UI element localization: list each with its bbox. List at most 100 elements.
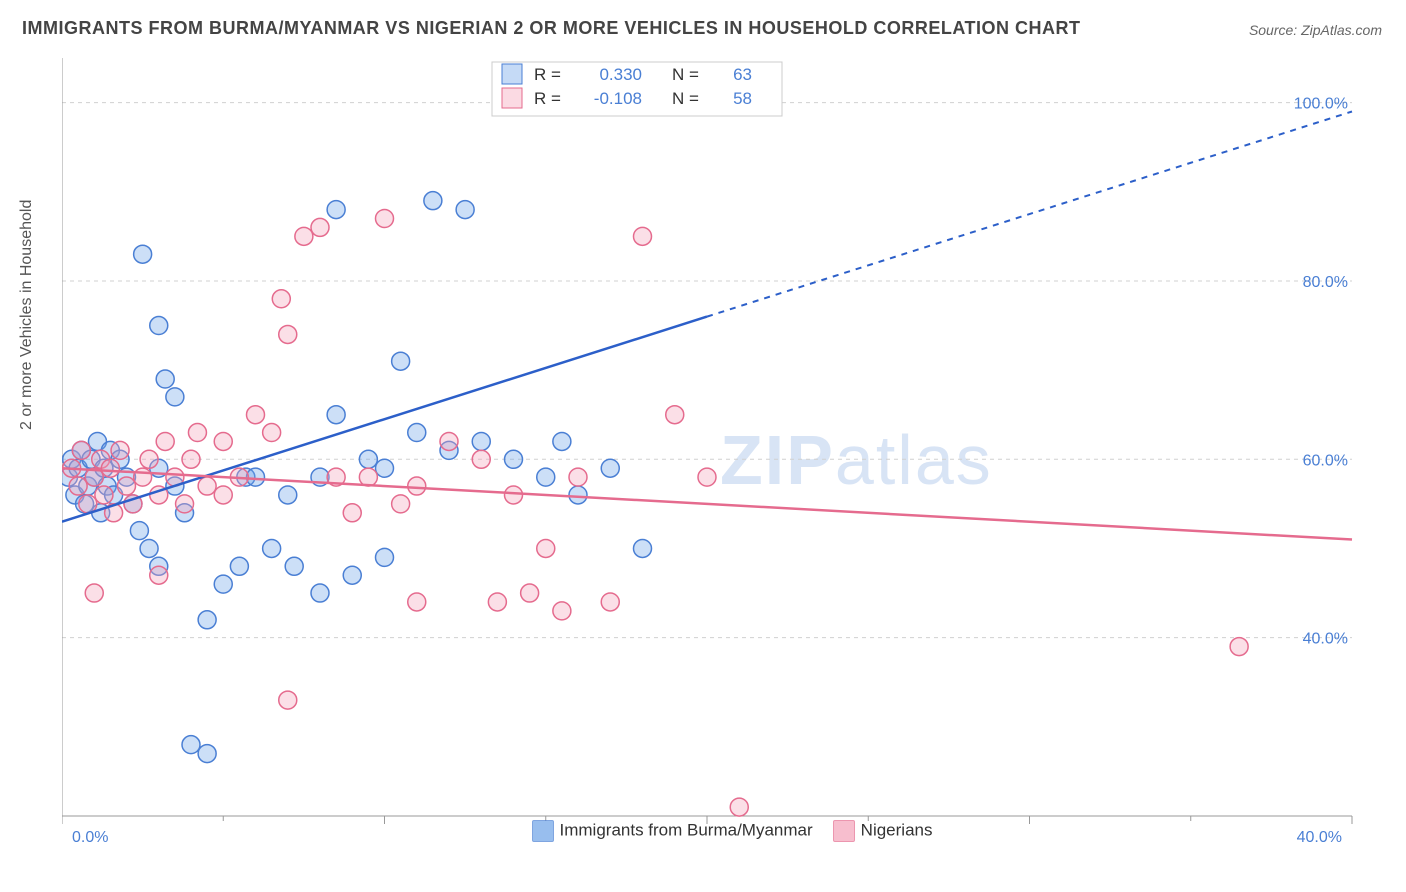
legend-n-label: N = bbox=[672, 89, 699, 108]
data-point bbox=[272, 290, 290, 308]
data-point bbox=[521, 584, 539, 602]
legend-swatch bbox=[833, 820, 855, 842]
data-point bbox=[1230, 638, 1248, 656]
data-point bbox=[118, 477, 136, 495]
data-point bbox=[263, 539, 281, 557]
data-point bbox=[134, 468, 152, 486]
chart-container: IMMIGRANTS FROM BURMA/MYANMAR VS NIGERIA… bbox=[0, 0, 1406, 892]
source-attribution: Source: ZipAtlas.com bbox=[1249, 22, 1382, 38]
data-point bbox=[69, 477, 87, 495]
data-point bbox=[440, 432, 458, 450]
legend-n-value: 58 bbox=[733, 89, 752, 108]
data-point bbox=[182, 736, 200, 754]
data-point bbox=[79, 495, 97, 513]
y-tick-label: 40.0% bbox=[1303, 631, 1348, 648]
data-point bbox=[359, 468, 377, 486]
data-point bbox=[472, 450, 490, 468]
data-point bbox=[343, 504, 361, 522]
y-tick-label: 100.0% bbox=[1294, 96, 1348, 113]
data-point bbox=[601, 459, 619, 477]
legend-series-label: Immigrants from Burma/Myanmar bbox=[560, 820, 813, 839]
data-point bbox=[156, 432, 174, 450]
data-point bbox=[188, 424, 206, 442]
data-point bbox=[327, 201, 345, 219]
data-point bbox=[327, 406, 345, 424]
data-point bbox=[85, 584, 103, 602]
trend-line-extrapolated bbox=[707, 112, 1352, 317]
data-point bbox=[247, 406, 265, 424]
data-point bbox=[376, 459, 394, 477]
data-point bbox=[279, 691, 297, 709]
y-axis-label: 2 or more Vehicles in Household bbox=[18, 200, 36, 430]
data-point bbox=[176, 495, 194, 513]
data-point bbox=[472, 432, 490, 450]
data-point bbox=[569, 486, 587, 504]
data-point bbox=[182, 450, 200, 468]
data-point bbox=[130, 522, 148, 540]
data-point bbox=[140, 539, 158, 557]
legend-r-label: R = bbox=[534, 65, 561, 84]
data-point bbox=[537, 539, 555, 557]
legend-swatch bbox=[502, 88, 522, 108]
data-point bbox=[634, 539, 652, 557]
data-point bbox=[279, 486, 297, 504]
data-point bbox=[311, 584, 329, 602]
data-point bbox=[569, 468, 587, 486]
data-point bbox=[101, 459, 119, 477]
data-point bbox=[279, 325, 297, 343]
legend-swatch bbox=[532, 820, 554, 842]
data-point bbox=[408, 593, 426, 611]
data-point bbox=[408, 477, 426, 495]
data-point bbox=[537, 468, 555, 486]
data-point bbox=[553, 432, 571, 450]
data-point bbox=[456, 201, 474, 219]
data-point bbox=[488, 593, 506, 611]
data-point bbox=[392, 352, 410, 370]
trend-line bbox=[62, 317, 707, 522]
data-point bbox=[601, 593, 619, 611]
data-point bbox=[666, 406, 684, 424]
data-point bbox=[505, 486, 523, 504]
data-point bbox=[166, 388, 184, 406]
data-point bbox=[295, 227, 313, 245]
legend-swatch bbox=[502, 64, 522, 84]
data-point bbox=[311, 218, 329, 236]
data-point bbox=[247, 468, 265, 486]
data-point bbox=[198, 477, 216, 495]
data-point bbox=[263, 424, 281, 442]
data-point bbox=[359, 450, 377, 468]
data-point bbox=[134, 245, 152, 263]
chart-title: IMMIGRANTS FROM BURMA/MYANMAR VS NIGERIA… bbox=[22, 18, 1081, 39]
legend-series-label: Nigerians bbox=[861, 820, 933, 839]
data-point bbox=[198, 611, 216, 629]
data-point bbox=[343, 566, 361, 584]
data-point bbox=[214, 575, 232, 593]
data-point bbox=[230, 557, 248, 575]
data-point bbox=[285, 557, 303, 575]
data-point bbox=[111, 441, 129, 459]
data-point bbox=[95, 486, 113, 504]
y-tick-label: 80.0% bbox=[1303, 274, 1348, 291]
data-point bbox=[376, 548, 394, 566]
data-point bbox=[156, 370, 174, 388]
data-point bbox=[376, 210, 394, 228]
data-point bbox=[150, 317, 168, 335]
y-tick-label: 60.0% bbox=[1303, 452, 1348, 469]
legend-r-value: 0.330 bbox=[599, 65, 642, 84]
data-point bbox=[424, 192, 442, 210]
data-point bbox=[698, 468, 716, 486]
data-point bbox=[505, 450, 523, 468]
data-point bbox=[214, 432, 232, 450]
data-point bbox=[214, 486, 232, 504]
legend-n-label: N = bbox=[672, 65, 699, 84]
scatter-plot: 40.0%60.0%80.0%100.0%0.0%40.0%R =0.330N … bbox=[62, 48, 1382, 848]
data-point bbox=[408, 424, 426, 442]
data-point bbox=[150, 566, 168, 584]
legend-r-label: R = bbox=[534, 89, 561, 108]
legend-n-value: 63 bbox=[733, 65, 752, 84]
data-point bbox=[198, 745, 216, 763]
data-point bbox=[634, 227, 652, 245]
data-point bbox=[72, 441, 90, 459]
data-point bbox=[553, 602, 571, 620]
bottom-legend: Immigrants from Burma/Myanmar Nigerians bbox=[62, 820, 1382, 842]
